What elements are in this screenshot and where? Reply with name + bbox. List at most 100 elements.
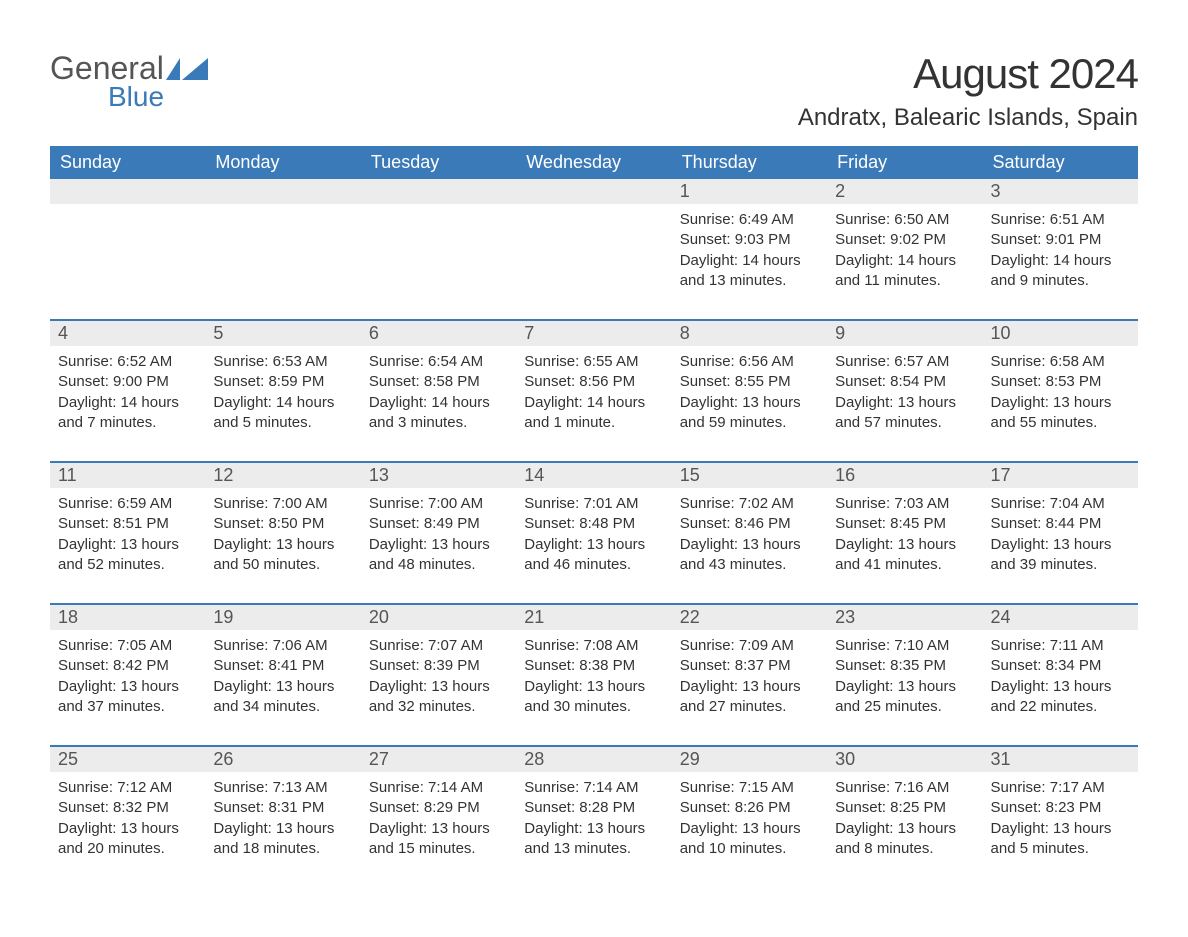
calendar-cell: 13Sunrise: 7:00 AMSunset: 8:49 PMDayligh… bbox=[361, 461, 516, 603]
sunset-line: Sunset: 8:29 PM bbox=[369, 798, 508, 818]
sunrise-line: Sunrise: 7:07 AM bbox=[369, 636, 508, 656]
sunrise-line: Sunrise: 7:17 AM bbox=[991, 778, 1130, 798]
sunrise-line: Sunrise: 7:01 AM bbox=[524, 494, 663, 514]
day-body: Sunrise: 7:05 AMSunset: 8:42 PMDaylight:… bbox=[50, 630, 205, 745]
header: General Blue August 2024 Andratx, Balear… bbox=[50, 50, 1138, 132]
sunrise-line: Sunrise: 6:49 AM bbox=[680, 210, 819, 230]
calendar-cell: 18Sunrise: 7:05 AMSunset: 8:42 PMDayligh… bbox=[50, 603, 205, 745]
sunrise-line: Sunrise: 7:11 AM bbox=[991, 636, 1130, 656]
calendar-cell: 16Sunrise: 7:03 AMSunset: 8:45 PMDayligh… bbox=[827, 461, 982, 603]
calendar-cell bbox=[516, 179, 671, 319]
sunrise-line: Sunrise: 7:15 AM bbox=[680, 778, 819, 798]
day-number: 13 bbox=[361, 463, 516, 488]
day-number: 7 bbox=[516, 321, 671, 346]
day-body: Sunrise: 7:16 AMSunset: 8:25 PMDaylight:… bbox=[827, 772, 982, 887]
daylight-line: Daylight: 14 hours and 3 minutes. bbox=[369, 393, 508, 434]
day-header-thursday: Thursday bbox=[672, 146, 827, 179]
calendar-cell: 15Sunrise: 7:02 AMSunset: 8:46 PMDayligh… bbox=[672, 461, 827, 603]
calendar-cell bbox=[50, 179, 205, 319]
daylight-line: Daylight: 13 hours and 41 minutes. bbox=[835, 535, 974, 576]
daylight-line: Daylight: 13 hours and 20 minutes. bbox=[58, 819, 197, 860]
day-body-empty bbox=[50, 204, 205, 294]
title-block: August 2024 Andratx, Balearic Islands, S… bbox=[798, 50, 1138, 132]
day-body: Sunrise: 7:09 AMSunset: 8:37 PMDaylight:… bbox=[672, 630, 827, 745]
logo: General Blue bbox=[50, 50, 208, 113]
calendar-cell: 2Sunrise: 6:50 AMSunset: 9:02 PMDaylight… bbox=[827, 179, 982, 319]
sunset-line: Sunset: 8:34 PM bbox=[991, 656, 1130, 676]
sunset-line: Sunset: 8:45 PM bbox=[835, 514, 974, 534]
sunset-line: Sunset: 8:25 PM bbox=[835, 798, 974, 818]
sunset-line: Sunset: 8:26 PM bbox=[680, 798, 819, 818]
sunset-line: Sunset: 9:03 PM bbox=[680, 230, 819, 250]
daylight-line: Daylight: 13 hours and 43 minutes. bbox=[680, 535, 819, 576]
day-body: Sunrise: 6:50 AMSunset: 9:02 PMDaylight:… bbox=[827, 204, 982, 319]
day-number: 22 bbox=[672, 605, 827, 630]
daylight-line: Daylight: 13 hours and 22 minutes. bbox=[991, 677, 1130, 718]
daylight-line: Daylight: 13 hours and 27 minutes. bbox=[680, 677, 819, 718]
daylight-line: Daylight: 13 hours and 46 minutes. bbox=[524, 535, 663, 576]
sunset-line: Sunset: 8:50 PM bbox=[213, 514, 352, 534]
sunset-line: Sunset: 8:23 PM bbox=[991, 798, 1130, 818]
calendar-row: 18Sunrise: 7:05 AMSunset: 8:42 PMDayligh… bbox=[50, 603, 1138, 745]
sunset-line: Sunset: 8:46 PM bbox=[680, 514, 819, 534]
daylight-line: Daylight: 14 hours and 1 minute. bbox=[524, 393, 663, 434]
day-number: 6 bbox=[361, 321, 516, 346]
sunrise-line: Sunrise: 7:13 AM bbox=[213, 778, 352, 798]
logo-text-blue: Blue bbox=[108, 81, 208, 113]
day-body: Sunrise: 7:02 AMSunset: 8:46 PMDaylight:… bbox=[672, 488, 827, 603]
calendar-cell: 12Sunrise: 7:00 AMSunset: 8:50 PMDayligh… bbox=[205, 461, 360, 603]
daylight-line: Daylight: 14 hours and 5 minutes. bbox=[213, 393, 352, 434]
daylight-line: Daylight: 13 hours and 59 minutes. bbox=[680, 393, 819, 434]
day-body: Sunrise: 7:07 AMSunset: 8:39 PMDaylight:… bbox=[361, 630, 516, 745]
sunrise-line: Sunrise: 7:10 AM bbox=[835, 636, 974, 656]
daylight-line: Daylight: 13 hours and 30 minutes. bbox=[524, 677, 663, 718]
day-number: 12 bbox=[205, 463, 360, 488]
sunrise-line: Sunrise: 6:51 AM bbox=[991, 210, 1130, 230]
sunset-line: Sunset: 8:41 PM bbox=[213, 656, 352, 676]
day-body: Sunrise: 7:00 AMSunset: 8:50 PMDaylight:… bbox=[205, 488, 360, 603]
sunrise-line: Sunrise: 6:57 AM bbox=[835, 352, 974, 372]
day-header-sunday: Sunday bbox=[50, 146, 205, 179]
calendar-cell: 10Sunrise: 6:58 AMSunset: 8:53 PMDayligh… bbox=[983, 319, 1138, 461]
calendar-cell bbox=[205, 179, 360, 319]
daylight-line: Daylight: 13 hours and 48 minutes. bbox=[369, 535, 508, 576]
calendar-cell: 29Sunrise: 7:15 AMSunset: 8:26 PMDayligh… bbox=[672, 745, 827, 887]
daylight-line: Daylight: 13 hours and 55 minutes. bbox=[991, 393, 1130, 434]
sunrise-line: Sunrise: 6:54 AM bbox=[369, 352, 508, 372]
day-body: Sunrise: 7:08 AMSunset: 8:38 PMDaylight:… bbox=[516, 630, 671, 745]
sunrise-line: Sunrise: 7:06 AM bbox=[213, 636, 352, 656]
daylight-line: Daylight: 14 hours and 7 minutes. bbox=[58, 393, 197, 434]
day-body-empty bbox=[516, 204, 671, 294]
day-body: Sunrise: 6:57 AMSunset: 8:54 PMDaylight:… bbox=[827, 346, 982, 461]
day-number: 10 bbox=[983, 321, 1138, 346]
calendar-cell: 30Sunrise: 7:16 AMSunset: 8:25 PMDayligh… bbox=[827, 745, 982, 887]
sunset-line: Sunset: 8:48 PM bbox=[524, 514, 663, 534]
sunrise-line: Sunrise: 7:14 AM bbox=[369, 778, 508, 798]
day-body: Sunrise: 6:51 AMSunset: 9:01 PMDaylight:… bbox=[983, 204, 1138, 319]
calendar-cell: 14Sunrise: 7:01 AMSunset: 8:48 PMDayligh… bbox=[516, 461, 671, 603]
calendar-row: 11Sunrise: 6:59 AMSunset: 8:51 PMDayligh… bbox=[50, 461, 1138, 603]
calendar-row: 25Sunrise: 7:12 AMSunset: 8:32 PMDayligh… bbox=[50, 745, 1138, 887]
sunrise-line: Sunrise: 6:59 AM bbox=[58, 494, 197, 514]
day-header-friday: Friday bbox=[827, 146, 982, 179]
day-number: 30 bbox=[827, 747, 982, 772]
day-number: 15 bbox=[672, 463, 827, 488]
sunset-line: Sunset: 8:42 PM bbox=[58, 656, 197, 676]
daylight-line: Daylight: 13 hours and 39 minutes. bbox=[991, 535, 1130, 576]
calendar-row: 1Sunrise: 6:49 AMSunset: 9:03 PMDaylight… bbox=[50, 179, 1138, 319]
sunrise-line: Sunrise: 7:08 AM bbox=[524, 636, 663, 656]
day-header-tuesday: Tuesday bbox=[361, 146, 516, 179]
day-number: 25 bbox=[50, 747, 205, 772]
sunset-line: Sunset: 8:59 PM bbox=[213, 372, 352, 392]
day-number: 3 bbox=[983, 179, 1138, 204]
sunrise-line: Sunrise: 6:56 AM bbox=[680, 352, 819, 372]
sunset-line: Sunset: 8:37 PM bbox=[680, 656, 819, 676]
calendar-cell: 28Sunrise: 7:14 AMSunset: 8:28 PMDayligh… bbox=[516, 745, 671, 887]
location: Andratx, Balearic Islands, Spain bbox=[798, 104, 1138, 132]
day-number: 11 bbox=[50, 463, 205, 488]
day-body: Sunrise: 7:03 AMSunset: 8:45 PMDaylight:… bbox=[827, 488, 982, 603]
day-body: Sunrise: 6:55 AMSunset: 8:56 PMDaylight:… bbox=[516, 346, 671, 461]
day-body: Sunrise: 7:06 AMSunset: 8:41 PMDaylight:… bbox=[205, 630, 360, 745]
sunset-line: Sunset: 8:54 PM bbox=[835, 372, 974, 392]
day-header-monday: Monday bbox=[205, 146, 360, 179]
